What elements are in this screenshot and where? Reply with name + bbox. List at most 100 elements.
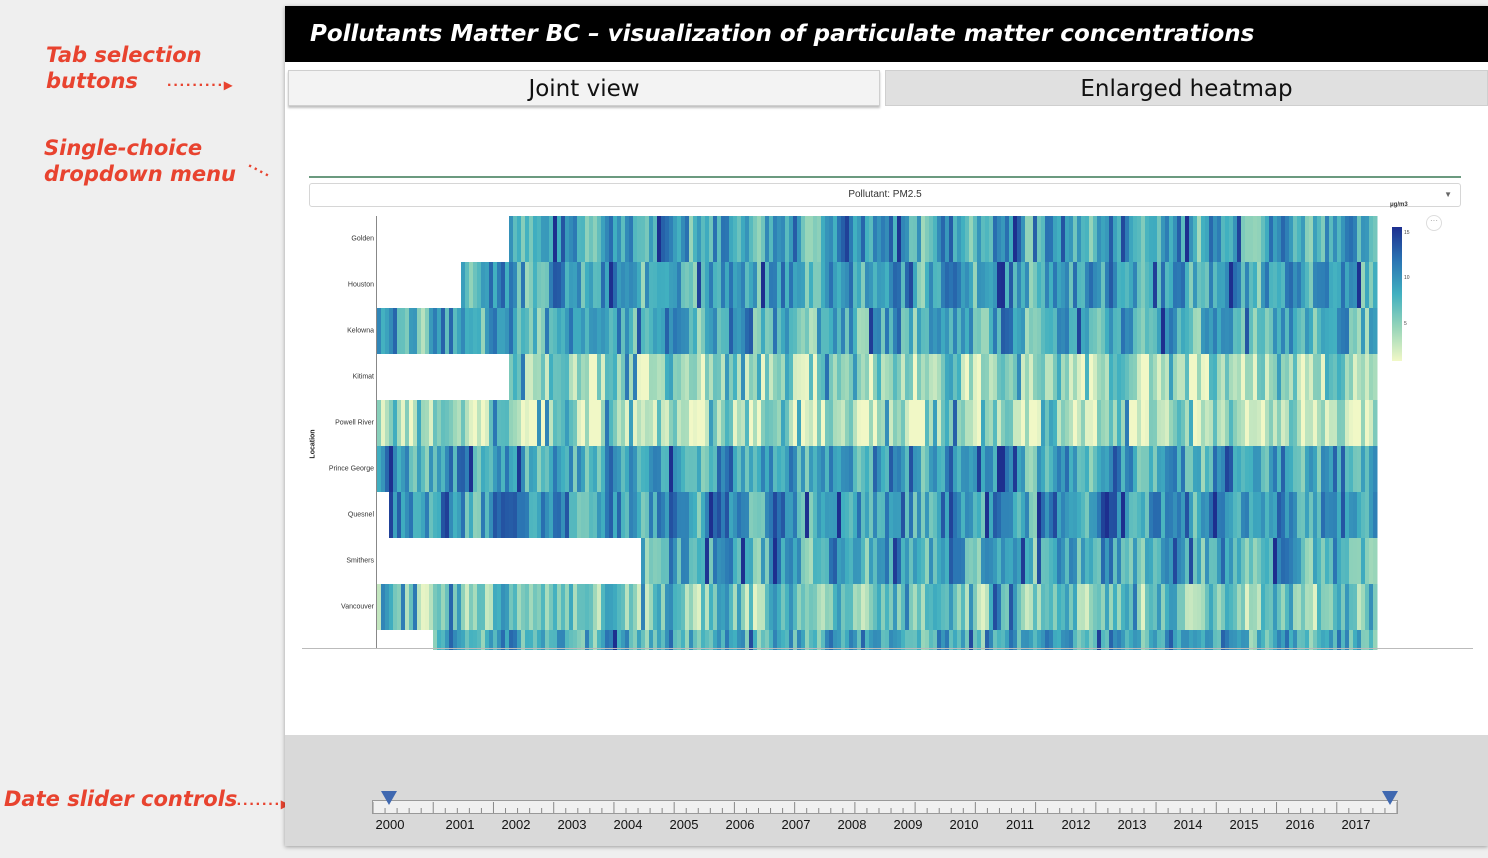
- heatmap-cell: [993, 262, 998, 308]
- heatmap-cell: [829, 584, 834, 630]
- heatmap-cell: [1257, 262, 1262, 308]
- heatmap-cell: [877, 538, 882, 584]
- heatmap-cell: [533, 400, 538, 446]
- heatmap-cell: [829, 216, 834, 262]
- heatmap-cell: [1025, 584, 1030, 630]
- heatmap-cell: [1217, 492, 1222, 538]
- heatmap-cell: [1349, 262, 1354, 308]
- heatmap-cell: [1261, 630, 1266, 650]
- heatmap-cell: [621, 262, 626, 308]
- heatmap-cell: [1369, 630, 1374, 650]
- location-label: Golden: [351, 235, 374, 243]
- heatmap-cell: [1265, 308, 1270, 354]
- heatmap-cell: [1201, 308, 1206, 354]
- year-label: 2016: [1285, 817, 1315, 832]
- heatmap-cell: [913, 262, 918, 308]
- heatmap-cell: [889, 492, 894, 538]
- tab-enlarged-heatmap[interactable]: Enlarged heatmap: [885, 70, 1488, 106]
- heatmap-cell: [1313, 216, 1318, 262]
- heatmap-cell: [1133, 216, 1138, 262]
- slider-end-handle[interactable]: [1382, 791, 1398, 805]
- heatmap-cell: [1181, 308, 1186, 354]
- heatmap-cell: [617, 492, 622, 538]
- heatmap-cell: [1305, 630, 1310, 650]
- heatmap-cell: [845, 262, 850, 308]
- heatmap-cell: [861, 216, 866, 262]
- heatmap-cell: [1237, 262, 1242, 308]
- heatmap-cell: [549, 584, 554, 630]
- heatmap-cell: [1273, 308, 1278, 354]
- heatmap-cell: [709, 216, 714, 262]
- slider-start-handle[interactable]: [381, 791, 397, 805]
- heatmap-cell: [709, 262, 714, 308]
- heatmap-cell: [961, 354, 966, 400]
- heatmap-cell: [1017, 538, 1022, 584]
- heatmap-cell: [577, 584, 582, 630]
- heatmap-cell: [1093, 400, 1098, 446]
- pollutant-dropdown[interactable]: Pollutant: PM2.5 ▼: [309, 183, 1461, 207]
- heatmap-cell: [689, 262, 694, 308]
- heatmap-cell: [605, 630, 610, 650]
- heatmap-cell: [853, 538, 858, 584]
- heatmap-cell: [1285, 446, 1290, 492]
- heatmap-cell: [1069, 354, 1074, 400]
- heatmap-cell: [493, 308, 498, 354]
- heatmap-cell: [989, 538, 994, 584]
- heatmap[interactable]: [377, 216, 1380, 650]
- heatmap-cell: [641, 262, 646, 308]
- heatmap-cell: [1365, 354, 1370, 400]
- heatmap-cell: [997, 538, 1002, 584]
- heatmap-cell: [1341, 262, 1346, 308]
- heatmap-cell: [833, 308, 838, 354]
- heatmap-cell: [969, 538, 974, 584]
- heatmap-cell: [785, 400, 790, 446]
- heatmap-cell: [633, 400, 638, 446]
- heatmap-cell: [845, 446, 850, 492]
- heatmap-cell: [1009, 584, 1014, 630]
- heatmap-cell: [733, 446, 738, 492]
- heatmap-cell: [1001, 262, 1006, 308]
- heatmap-cell: [1221, 308, 1226, 354]
- heatmap-cell: [657, 262, 662, 308]
- heatmap-cell: [757, 216, 762, 262]
- heatmap-cell: [1185, 308, 1190, 354]
- heatmap-cell: [1017, 354, 1022, 400]
- heatmap-cell: [1213, 492, 1218, 538]
- heatmap-cell: [1041, 354, 1046, 400]
- heatmap-cell: [677, 262, 682, 308]
- heatmap-cell: [501, 630, 506, 650]
- heatmap-cell: [1273, 584, 1278, 630]
- heatmap-cell: [461, 492, 466, 538]
- heatmap-cell: [973, 262, 978, 308]
- heatmap-cell: [589, 584, 594, 630]
- heatmap-cell: [649, 262, 654, 308]
- heatmap-cell: [729, 308, 734, 354]
- heatmap-cell: [1153, 400, 1158, 446]
- heatmap-cell: [1201, 492, 1206, 538]
- ellipsis-icon[interactable]: ···: [1426, 215, 1442, 231]
- heatmap-cell: [789, 262, 794, 308]
- heatmap-cell: [1129, 492, 1134, 538]
- heatmap-cell: [997, 630, 1002, 650]
- heatmap-cell: [409, 446, 414, 492]
- heatmap-cell: [1189, 262, 1194, 308]
- heatmap-cell: [981, 400, 986, 446]
- heatmap-cell: [1025, 630, 1030, 650]
- heatmap-cell: [1325, 308, 1330, 354]
- heatmap-cell: [969, 216, 974, 262]
- heatmap-cell: [901, 538, 906, 584]
- heatmap-cell: [509, 446, 514, 492]
- heatmap-cell: [625, 308, 630, 354]
- heatmap-cell: [1201, 446, 1206, 492]
- heatmap-cell: [885, 354, 890, 400]
- heatmap-cell: [865, 584, 870, 630]
- heatmap-cell: [653, 216, 658, 262]
- heatmap-cell: [929, 262, 934, 308]
- heatmap-cell: [381, 446, 386, 492]
- chevron-down-icon[interactable]: ▼: [1444, 190, 1452, 199]
- year-label: 2006: [725, 817, 755, 832]
- heatmap-cell: [1125, 262, 1130, 308]
- tab-joint-view[interactable]: Joint view: [288, 70, 880, 106]
- heatmap-cell: [1301, 446, 1306, 492]
- heatmap-cell: [1333, 492, 1338, 538]
